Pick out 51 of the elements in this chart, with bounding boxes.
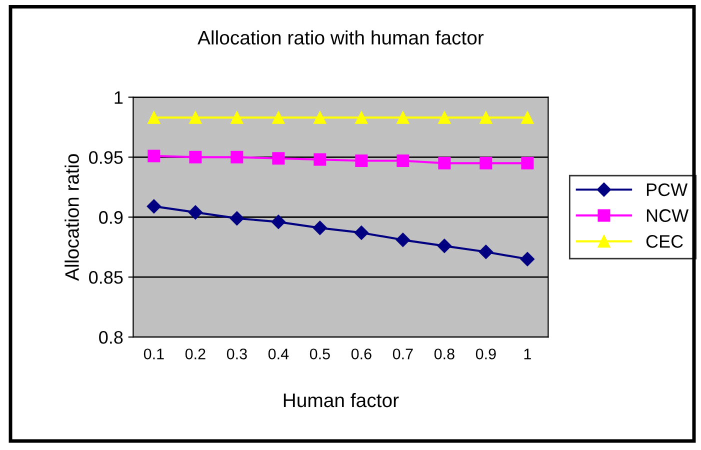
y-tick-label: 0.8 [99, 330, 123, 344]
x-tick-label: 0.3 [226, 348, 247, 360]
x-axis-title: Human factor [284, 392, 399, 408]
point [480, 111, 492, 124]
point [230, 111, 244, 124]
y-tick-label: 0.9 [99, 211, 123, 224]
point [189, 150, 202, 164]
point [355, 154, 368, 168]
x-tick-label: 0.4 [268, 348, 289, 360]
legend-label: PCW [646, 183, 688, 196]
point [314, 111, 326, 124]
x-tick-label: 0.1 [144, 348, 164, 360]
point [438, 111, 451, 124]
point [230, 150, 244, 164]
point [354, 226, 369, 240]
legend-label: CEC [646, 235, 683, 248]
point [355, 111, 368, 124]
x-tick-label: 1 [524, 348, 531, 360]
y-tick-label: 1 [114, 91, 123, 104]
x-tick-label: 0.8 [434, 348, 454, 360]
point [396, 111, 410, 124]
x-tick-label: 0.9 [476, 348, 496, 360]
x-tick-label: 0.2 [185, 348, 206, 360]
x-tick-label: 0.7 [392, 348, 413, 360]
chart-title: Allocation ratio with human factor [198, 30, 484, 45]
point [437, 238, 452, 253]
point [146, 199, 162, 214]
point [272, 111, 285, 124]
point [438, 156, 451, 170]
point [230, 211, 244, 226]
y-axis-title: Allocation ratio [64, 154, 79, 281]
point [272, 152, 285, 165]
y-tick-label: 0.85 [89, 271, 123, 284]
point [271, 214, 286, 229]
x-tick-label: 0.6 [351, 348, 372, 360]
point [314, 153, 326, 166]
point [189, 111, 202, 124]
y-tick-label: 0.95 [89, 151, 123, 164]
point [396, 232, 410, 247]
legend-label: NCW [646, 209, 689, 222]
point [396, 154, 410, 168]
point [148, 111, 160, 124]
point [478, 244, 494, 259]
point [520, 252, 535, 266]
point [188, 205, 203, 220]
point [480, 156, 492, 170]
x-tick-label: 0.5 [310, 348, 330, 360]
point [521, 156, 534, 170]
point [521, 111, 534, 124]
point [148, 150, 160, 162]
point [312, 220, 328, 235]
